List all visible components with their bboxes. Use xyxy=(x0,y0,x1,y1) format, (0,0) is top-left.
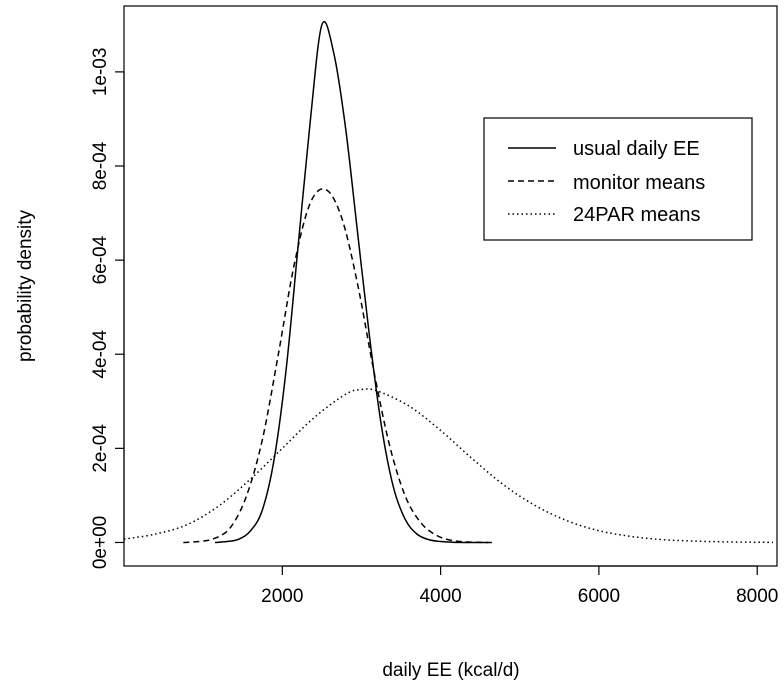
legend-box xyxy=(483,117,753,241)
series-line-1 xyxy=(183,188,493,544)
x-axis: 2000 4000 6000 8000 xyxy=(261,565,778,607)
x-tick-label: 4000 xyxy=(419,586,461,607)
legend: usual daily EE monitor means 24PAR means xyxy=(483,117,753,241)
legend-label-monitor-means: monitor means xyxy=(573,172,705,194)
x-tick-label: 6000 xyxy=(578,586,620,607)
x-tick-label: 8000 xyxy=(736,586,778,607)
series-layer xyxy=(123,21,774,544)
series-line-0 xyxy=(214,21,489,544)
y-tick-label: 8e-04 xyxy=(90,141,111,190)
plot-frame xyxy=(123,5,778,567)
y-axis-label: probability density xyxy=(15,209,36,362)
y-tick-label: 2e-04 xyxy=(90,424,111,473)
x-axis-label: daily EE (kcal/d) xyxy=(382,660,519,681)
legend-label-usual-daily-ee: usual daily EE xyxy=(573,138,700,160)
legend-label-24par-means: 24PAR means xyxy=(573,204,700,226)
y-tick-label: 4e-04 xyxy=(90,330,111,379)
x-tick-label: 2000 xyxy=(261,586,303,607)
y-tick-label: 0e+00 xyxy=(90,516,111,569)
series-line-2 xyxy=(123,388,774,544)
y-tick-label: 6e-04 xyxy=(90,235,111,284)
y-axis: 0e+00 2e-04 4e-04 6e-04 8e-04 1e-03 xyxy=(90,48,125,569)
y-tick-label: 1e-03 xyxy=(90,48,111,97)
